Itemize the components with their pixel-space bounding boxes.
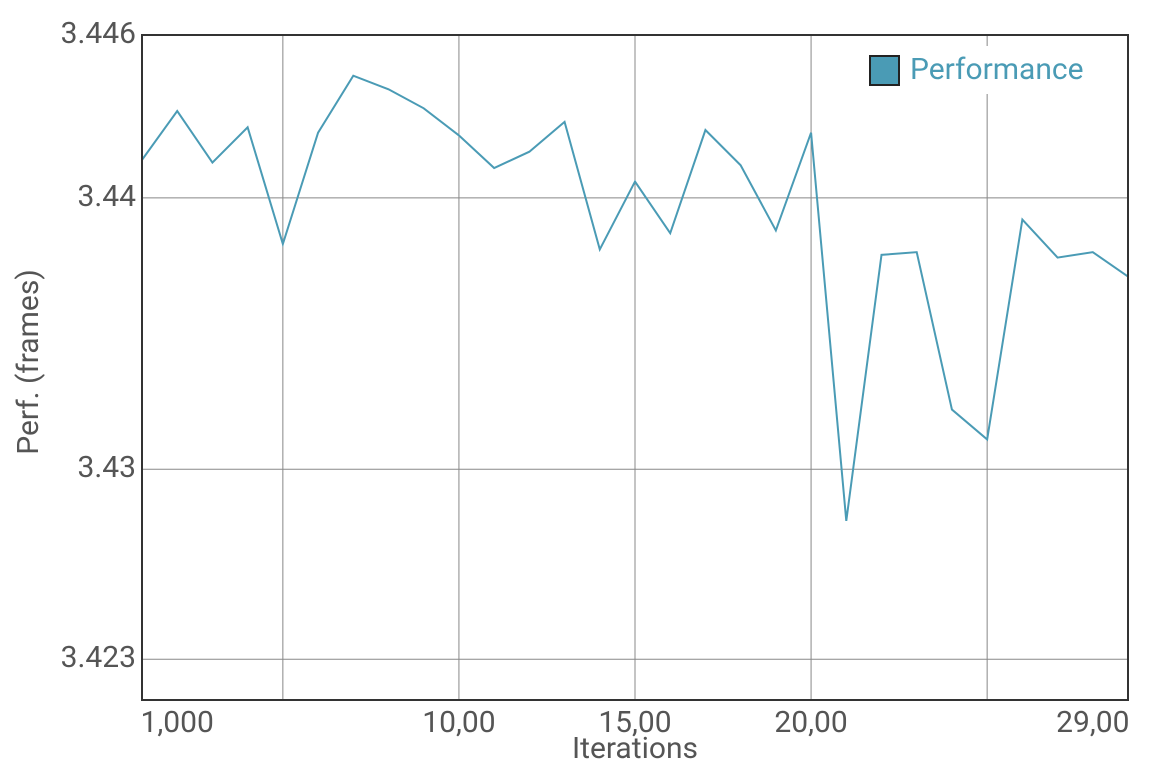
x-axis-title: Iterations — [572, 731, 698, 766]
x-tick-label: 15,00 — [598, 705, 671, 740]
x-tick-label: 29,00 — [1056, 705, 1129, 740]
y-tick-label: 3.423 — [61, 640, 136, 675]
legend-bg — [864, 46, 1108, 94]
line-series — [141, 74, 1129, 521]
y-tick-label: 3.43 — [78, 450, 137, 485]
x-tick-label: 1,000 — [141, 705, 214, 740]
x-tick-label: 20,00 — [774, 705, 847, 740]
x-tick-label: 10,00 — [422, 705, 495, 740]
y-tick-label: 3.446 — [61, 16, 136, 51]
legend-label: Performance — [910, 52, 1084, 87]
legend-swatch — [869, 55, 900, 86]
y-tick-label: 3.44 — [78, 179, 137, 214]
plot-frame — [141, 34, 1129, 701]
y-axis-title: Perf. (frames) — [11, 269, 46, 455]
